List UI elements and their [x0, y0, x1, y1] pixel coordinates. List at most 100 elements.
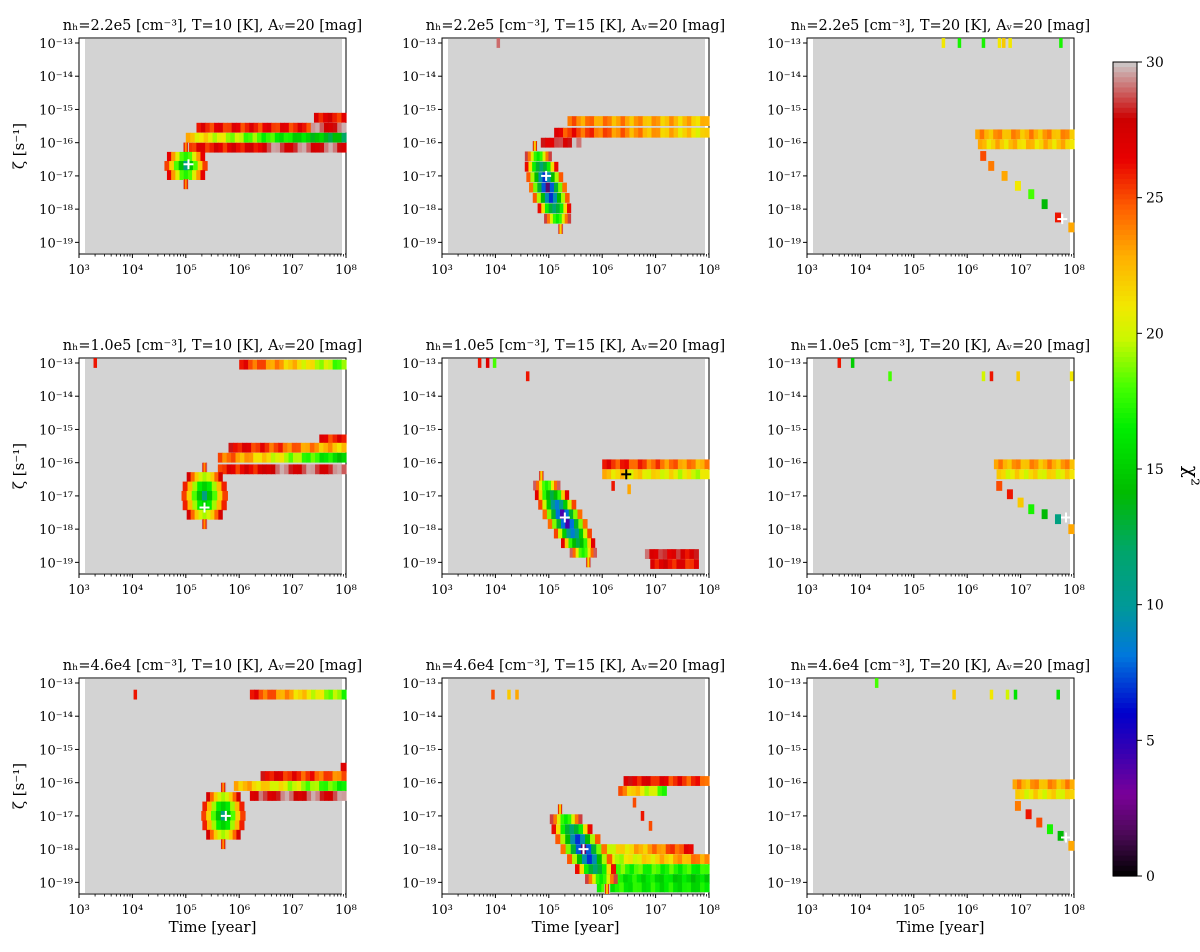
edge-dash — [1070, 56, 1073, 65]
band-cell — [262, 689, 268, 700]
fit-cell — [584, 864, 590, 874]
band-cell — [669, 116, 675, 126]
edge-dash — [1070, 360, 1073, 369]
band-cell — [665, 844, 671, 855]
band-cell — [280, 689, 286, 700]
colorbar-segment — [1113, 657, 1137, 663]
band-cell — [239, 464, 245, 475]
fit-cell — [559, 224, 561, 234]
fit-cell — [592, 874, 597, 884]
band-cell — [646, 459, 652, 470]
fit-cell — [574, 814, 579, 825]
colorbar-segment — [1113, 519, 1137, 526]
band-cell — [620, 116, 626, 126]
band-cell — [289, 689, 295, 700]
band-cell — [293, 122, 299, 133]
band-cell — [315, 142, 321, 153]
band-cell — [341, 132, 347, 143]
band-cell — [589, 127, 595, 138]
fit-cell — [558, 804, 560, 815]
colorbar-segment — [1113, 504, 1137, 511]
edge-dash — [1070, 728, 1073, 737]
isolated-cell — [1016, 371, 1020, 382]
x-axis-label: Time [year] — [897, 918, 985, 936]
band-cell — [684, 549, 691, 559]
colorbar-segment — [1113, 362, 1137, 368]
best-fit-marker — [541, 170, 552, 181]
fit-cell — [583, 824, 589, 835]
colorbar-segment — [1113, 621, 1137, 628]
band-cell — [655, 854, 661, 865]
fit-cell — [217, 829, 222, 840]
band-cell — [337, 359, 343, 370]
band-cell — [1037, 469, 1043, 480]
colorbar-segment — [1113, 524, 1137, 531]
band-cell — [254, 791, 260, 801]
edge-dash — [1070, 184, 1073, 193]
band-cell — [704, 854, 710, 865]
fit-cell — [203, 462, 205, 473]
fit-cell — [228, 829, 234, 840]
heatmap-panel-5: 10³ 10⁴ 10⁵ 10⁶ 10⁷ 10⁸10⁻¹³10⁻¹⁴10⁻¹⁵10⁻¹⁶10… — [402, 338, 725, 598]
band-cell — [231, 142, 237, 153]
band-cell — [649, 549, 655, 559]
band-cell — [191, 142, 197, 153]
edge-dash — [342, 200, 345, 209]
fit-cell — [560, 814, 565, 825]
fit-cell — [232, 792, 237, 802]
y-tick-label: 10⁻¹⁹ — [39, 876, 73, 891]
fit-cell — [214, 472, 219, 482]
colorbar-segment — [1113, 219, 1137, 226]
fit-cell — [220, 782, 222, 793]
edge-dash — [1070, 40, 1073, 49]
band-cell — [678, 864, 684, 874]
band-cell — [686, 874, 692, 884]
fit-cell — [203, 519, 205, 530]
band-cell — [623, 854, 629, 865]
fit-cell — [539, 480, 543, 491]
fit-cell — [179, 151, 185, 162]
y-tick-label: 10⁻¹⁹ — [402, 876, 436, 891]
fit-cell — [192, 481, 198, 492]
edge-dash — [342, 728, 345, 737]
band-cell — [306, 791, 312, 801]
band-cell — [632, 854, 638, 865]
band-cell — [266, 464, 272, 475]
fit-cell — [557, 804, 559, 815]
fit-cell — [206, 481, 213, 492]
band-cell — [986, 139, 992, 150]
fit-cell — [578, 824, 584, 835]
best-fit-marker — [1057, 214, 1068, 225]
colorbar-segment — [1113, 855, 1137, 862]
band-cell — [332, 791, 338, 801]
band-cell — [1002, 129, 1008, 140]
fit-cell — [578, 519, 584, 529]
edge-dash — [705, 680, 708, 689]
colorbar-segment — [1113, 296, 1137, 302]
x-tick-label: 10⁶ — [956, 583, 978, 598]
fit-cell — [561, 193, 566, 203]
edge-dash — [705, 728, 708, 737]
fit-cell — [187, 481, 193, 492]
fit-cell — [548, 480, 552, 491]
band-cell — [682, 776, 688, 786]
fit-cell — [224, 782, 226, 793]
colorbar-segment — [1113, 397, 1137, 404]
band-cell — [297, 122, 303, 133]
band-cell — [691, 469, 697, 480]
band-cell — [645, 874, 651, 884]
fit-cell — [536, 193, 542, 203]
band-cell — [328, 452, 334, 463]
band-cell — [1056, 139, 1062, 150]
band-cell — [332, 771, 338, 781]
isolated-cell — [93, 358, 98, 368]
band-cell — [302, 689, 308, 700]
fit-cell — [186, 142, 188, 153]
fit-cell — [183, 161, 189, 171]
fit-cell — [549, 814, 554, 825]
fit-cell — [542, 509, 548, 520]
panel-title: nₕ=1.0e5 [cm⁻³], T=10 [K], Aᵥ=20 [mag] — [63, 338, 362, 354]
band-cell — [287, 442, 293, 453]
band-cell — [638, 864, 644, 874]
band-cell — [601, 882, 607, 893]
